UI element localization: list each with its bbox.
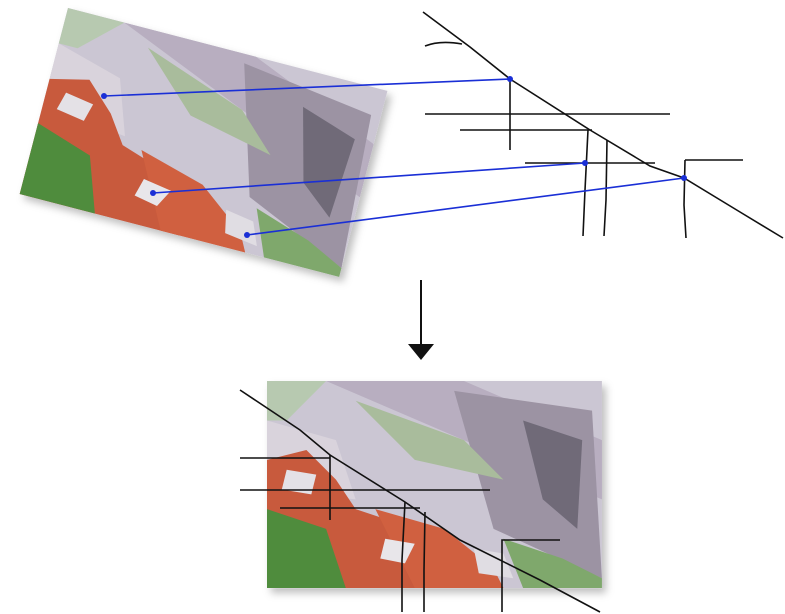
arrow bbox=[408, 280, 434, 360]
control-links bbox=[101, 76, 687, 238]
source-image bbox=[19, 8, 388, 277]
overlay-network bbox=[239, 389, 601, 613]
rectified-image bbox=[267, 381, 602, 589]
reference-network bbox=[422, 11, 784, 239]
